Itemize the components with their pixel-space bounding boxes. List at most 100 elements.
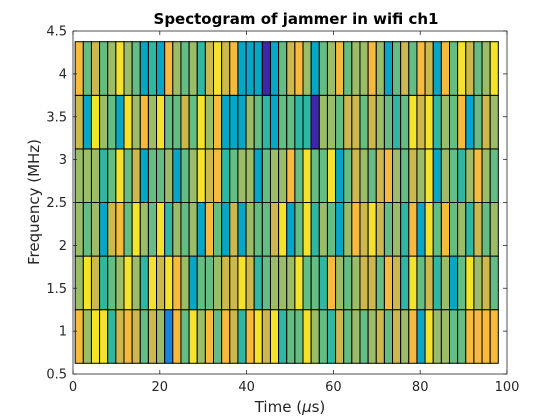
heatmap-cell <box>449 148 459 204</box>
heatmap-cell <box>318 41 328 96</box>
heatmap-cell <box>440 94 450 150</box>
heatmap-cell <box>213 309 223 364</box>
heatmap-cell <box>432 94 442 150</box>
heatmap-cell <box>367 255 377 311</box>
heatmap-cell <box>99 148 109 204</box>
heatmap-cell <box>457 255 467 311</box>
heatmap-cell <box>367 94 377 150</box>
heatmap-cell <box>424 309 434 364</box>
heatmap-cell <box>147 41 158 96</box>
heatmap-cell <box>74 148 84 204</box>
heatmap-cell <box>221 309 231 364</box>
heatmap-cell <box>465 148 475 204</box>
heatmap-cell <box>481 94 491 150</box>
heatmap-cell <box>351 255 361 311</box>
heatmap-cell <box>196 148 206 204</box>
heatmap-cell <box>473 41 483 96</box>
heatmap-cell <box>261 94 271 150</box>
heatmap-cell <box>343 148 353 204</box>
heatmap-cell <box>310 309 320 364</box>
heatmap-cell <box>408 41 418 96</box>
heatmap-cell <box>481 202 491 257</box>
heatmap-cell <box>123 202 133 257</box>
heatmap-cell <box>99 309 109 364</box>
heatmap-cell <box>375 94 385 150</box>
y-axis-label: Frequency (MHz) <box>25 139 43 265</box>
heatmap-cell <box>359 202 369 257</box>
heatmap-cell <box>269 148 280 204</box>
heatmap-cell <box>432 309 442 364</box>
heatmap-cell <box>473 148 483 204</box>
heatmap-cell <box>123 255 133 311</box>
heatmap-cell <box>294 309 304 364</box>
heatmap-cell <box>302 94 312 150</box>
heatmap-cell <box>400 309 410 364</box>
heatmap-cell <box>204 309 215 364</box>
heatmap-cell <box>375 148 385 204</box>
x-tick-label: 20 <box>152 380 169 395</box>
heatmap-cell <box>359 41 369 96</box>
heatmap-cell <box>286 41 296 96</box>
y-axis: 0.5 1 1.5 2 2.5 3 3.5 4 4.5 <box>46 25 507 383</box>
heatmap-cell <box>107 41 117 96</box>
heatmap-cell <box>408 148 418 204</box>
heatmap-cell <box>107 309 117 364</box>
heatmap-cell <box>335 148 345 204</box>
heatmap-cell <box>172 94 182 150</box>
heatmap-cell <box>326 94 337 150</box>
heatmap-cell <box>489 94 499 150</box>
heatmap-cell <box>359 94 369 150</box>
x-tick-label: 60 <box>325 380 342 395</box>
heatmap-cell <box>107 255 117 311</box>
heatmap-cell <box>82 202 92 257</box>
heatmap-cell <box>294 41 304 96</box>
x-tick-label: 0 <box>69 380 77 395</box>
heatmap-cell <box>457 148 467 204</box>
heatmap-cell <box>457 309 467 364</box>
heatmap-cell <box>164 94 174 150</box>
heatmap-cell <box>172 148 182 204</box>
heatmap-cell <box>156 94 166 150</box>
heatmap-cell <box>90 309 101 364</box>
heatmap-cell <box>278 148 288 204</box>
heatmap-cell <box>449 255 459 311</box>
heatmap-cell <box>416 41 426 96</box>
heatmap-cell <box>147 148 158 204</box>
heatmap-cell <box>188 309 198 364</box>
heatmap-cell <box>318 202 328 257</box>
heatmap-cell <box>147 202 158 257</box>
heatmap-cell <box>310 202 320 257</box>
heatmap-cell <box>416 94 426 150</box>
heatmap-cell <box>440 255 450 311</box>
heatmap-cell <box>351 202 361 257</box>
heatmap-cell <box>481 148 491 204</box>
heatmap-cell <box>196 255 206 311</box>
heatmap-cell <box>123 309 133 364</box>
heatmap-cell <box>457 41 467 96</box>
heatmap-cell <box>278 309 288 364</box>
heatmap-cell <box>302 148 312 204</box>
heatmap-cell <box>310 41 320 96</box>
heatmap-cell <box>359 148 369 204</box>
x-tick-label: 80 <box>412 380 429 395</box>
heatmap-cell <box>156 309 166 364</box>
y-tick-label: 1.5 <box>46 282 67 297</box>
heatmap-cell <box>432 41 442 96</box>
heatmap-cell <box>213 41 223 96</box>
heatmap-cell <box>343 41 353 96</box>
heatmap-cell <box>310 255 320 311</box>
heatmap-cell <box>408 202 418 257</box>
heatmap-cells <box>74 41 499 364</box>
x-axis-label: Time (μs) <box>254 398 326 416</box>
heatmap-cell <box>213 255 223 311</box>
heatmap-cell <box>400 41 410 96</box>
heatmap-cell <box>213 94 223 150</box>
heatmap-cell <box>204 41 215 96</box>
heatmap-cell <box>131 309 141 364</box>
heatmap-cell <box>416 148 426 204</box>
heatmap-cell <box>188 94 198 150</box>
heatmap-cell <box>221 148 231 204</box>
heatmap-cell <box>278 255 288 311</box>
heatmap-cell <box>294 202 304 257</box>
